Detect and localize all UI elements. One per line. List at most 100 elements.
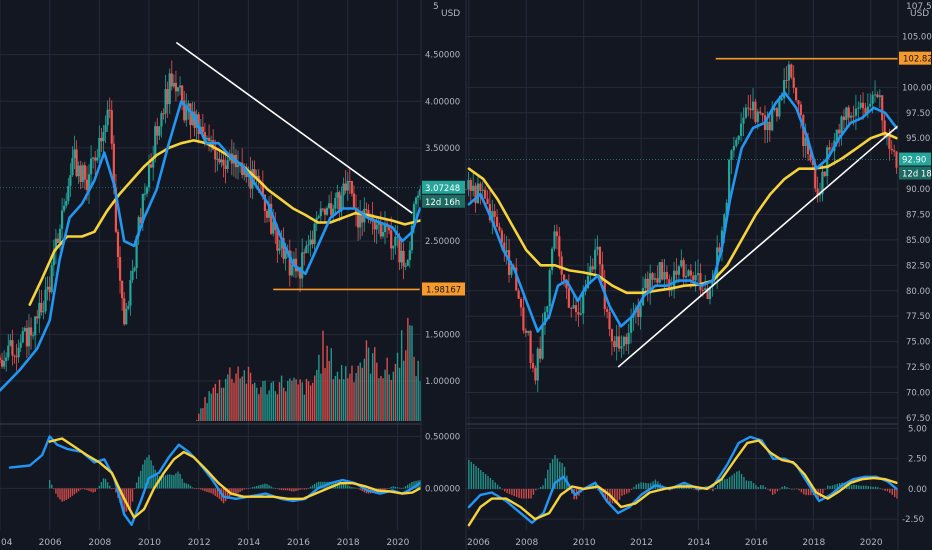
trendline[interactable] xyxy=(617,125,899,368)
candle-body xyxy=(222,159,225,166)
histogram-bar xyxy=(394,486,397,489)
volume-bar xyxy=(363,358,366,421)
histogram-bar xyxy=(342,483,345,489)
histogram-bar xyxy=(315,482,318,489)
histogram-bar xyxy=(628,488,630,493)
volume-bar xyxy=(301,382,303,421)
candle-body xyxy=(272,221,275,234)
volume-bar xyxy=(374,347,376,421)
candle-body xyxy=(29,327,33,336)
volume-bar xyxy=(295,379,297,421)
candle-body xyxy=(835,129,838,141)
candle-body xyxy=(125,308,128,325)
volume-bar xyxy=(245,383,248,421)
histogram-bar xyxy=(193,488,196,489)
candle-body xyxy=(725,202,728,215)
candle-body xyxy=(613,341,616,348)
time-tick-label: 2016 xyxy=(287,538,310,548)
candle-body xyxy=(21,331,24,343)
volume-bar xyxy=(247,366,250,421)
candle-body xyxy=(804,137,807,147)
candle-body xyxy=(883,120,886,138)
histogram-bar xyxy=(278,488,281,490)
histogram-bar xyxy=(318,481,320,489)
histogram-bar xyxy=(398,487,401,489)
histogram-bar xyxy=(127,488,130,511)
volume-bar xyxy=(264,380,266,421)
histogram-bar xyxy=(695,488,697,491)
right-chart-panel[interactable]: 107.50USD 67.50 70.00 72.50 75.00 77.50 80.00 8… xyxy=(464,0,932,550)
histogram-bar xyxy=(791,488,793,490)
histogram-bar xyxy=(311,485,314,489)
histogram-bar xyxy=(247,488,250,489)
histogram-bar xyxy=(724,479,726,489)
histogram-bar xyxy=(736,471,738,489)
candle-body xyxy=(579,313,582,315)
candle-body xyxy=(276,230,279,251)
histogram-bar xyxy=(774,488,776,494)
histogram-bar xyxy=(865,485,867,489)
histogram-bar xyxy=(75,488,78,493)
candle-body xyxy=(309,239,312,245)
volume-bar xyxy=(384,369,386,421)
histogram-bar xyxy=(468,459,470,489)
candle-body xyxy=(243,166,246,175)
countdown-label: 12d 18h xyxy=(902,170,932,180)
price-tick-label: 1.50000 xyxy=(425,330,460,340)
histogram-bar xyxy=(359,488,361,491)
volume-bar xyxy=(220,387,223,421)
histogram-bar xyxy=(649,482,652,489)
candle-body xyxy=(325,207,329,215)
candle-body xyxy=(838,129,841,134)
histogram-bar xyxy=(249,487,252,489)
candle-body xyxy=(895,151,898,168)
candle-body xyxy=(510,266,513,275)
candle-body xyxy=(488,204,492,221)
candle-body xyxy=(536,348,539,381)
candle-body xyxy=(857,107,860,109)
volume-bar xyxy=(359,362,361,421)
candle-body xyxy=(17,347,20,358)
trendline[interactable] xyxy=(175,41,413,214)
volume-bar xyxy=(278,382,281,421)
histogram-bar xyxy=(233,488,235,496)
histogram-bar xyxy=(793,488,795,490)
candle-body xyxy=(524,330,527,333)
candle-body xyxy=(739,123,743,136)
time-tick-label: 2012 xyxy=(630,538,653,548)
histogram-bar xyxy=(245,488,248,489)
candle-body xyxy=(133,268,136,271)
histogram-bar xyxy=(388,488,390,489)
candle-body xyxy=(861,102,865,109)
histogram-bar xyxy=(647,483,649,489)
price-axis[interactable] xyxy=(898,0,932,530)
histogram-bar xyxy=(504,488,506,492)
candle-body xyxy=(52,250,55,266)
candle-body xyxy=(479,183,482,191)
histogram-bar xyxy=(879,488,881,489)
volume-bar xyxy=(371,353,374,421)
histogram-bar xyxy=(769,488,771,492)
histogram-bar xyxy=(409,483,411,489)
histogram-bar xyxy=(472,463,475,489)
candle-body xyxy=(220,159,223,163)
price-tick-label: 85.00 xyxy=(906,236,930,246)
candle-body xyxy=(811,160,814,166)
volume-bar xyxy=(258,394,260,421)
histogram-bar xyxy=(506,488,508,494)
histogram-bar xyxy=(867,486,870,489)
candle-body xyxy=(60,210,64,229)
candle-body xyxy=(92,157,95,159)
histogram-bar xyxy=(805,488,807,496)
price-axis[interactable] xyxy=(421,0,466,530)
candle-body xyxy=(87,174,91,191)
volume-bar xyxy=(417,360,419,421)
candle-body xyxy=(828,147,831,150)
histogram-bar xyxy=(496,484,499,489)
volume-bar xyxy=(266,394,268,421)
histogram-bar xyxy=(487,475,489,489)
candle-body xyxy=(11,340,14,356)
histogram-bar xyxy=(893,488,896,497)
